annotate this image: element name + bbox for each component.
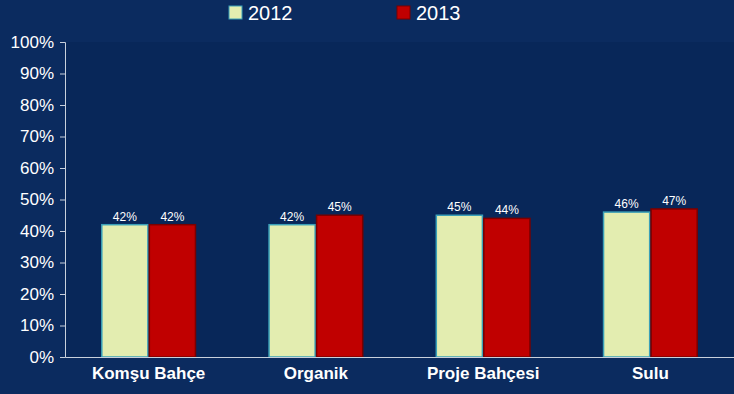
x-axis: Komşu Bahçe Organik Proje Bahçesi Sulu [66,358,734,384]
y-tick-mark [60,168,65,169]
x-tick-label: Sulu [632,364,669,383]
y-tick: 50% [20,190,65,209]
y-tick-mark [60,263,65,264]
x-tick: Organik [284,364,349,383]
bar [102,225,148,357]
legend-label: 2013 [416,2,461,24]
bar [269,225,315,357]
y-tick-mark [60,105,65,106]
y-tick-mark [60,42,65,43]
y-tick-label: 30% [20,253,54,272]
legend-label: 2012 [248,2,293,24]
y-tick: 30% [20,253,65,272]
y-tick-label: 80% [20,96,54,115]
x-axis-line [66,357,734,358]
y-tick-label: 70% [20,127,54,146]
bar [604,212,650,357]
bar [651,209,697,357]
y-axis: 0% 10% 20% 30% 40% 50% 60% 70% 80% 90% 100% [11,33,66,367]
y-tick: 70% [20,127,65,146]
data-label: 45% [328,200,352,214]
y-tick-mark [60,231,65,232]
y-tick-mark [60,326,65,327]
data-label: 42% [280,210,304,224]
background [0,0,734,394]
y-tick: 40% [20,222,65,241]
y-tick-label: 50% [20,190,54,209]
data-label: 45% [447,200,471,214]
bar [317,215,363,357]
data-label: 44% [495,203,519,217]
bar [149,225,195,357]
bar [484,218,530,357]
x-tick: Proje Bahçesi [427,364,539,383]
y-tick: 80% [20,96,65,115]
y-tick-label: 0% [29,348,54,367]
y-tick-label: 100% [11,33,54,52]
plot-area [65,42,734,357]
x-tick-label: Proje Bahçesi [427,364,539,383]
x-tick-label: Organik [284,364,349,383]
y-tick-mark [60,294,65,295]
y-tick-mark [60,200,65,201]
legend: 2012 2013 [229,2,461,24]
y-tick-label: 40% [20,222,54,241]
data-labels: 42% 42% 45% 46% 42% 45% 44% 47% [113,194,687,224]
x-tick-label: Komşu Bahçe [92,364,205,383]
data-label: 42% [113,210,137,224]
y-tick-label: 60% [20,159,54,178]
y-tick-mark [60,74,65,75]
data-label: 47% [662,194,686,208]
y-tick: 20% [20,285,65,304]
y-tick-label: 90% [20,64,54,83]
x-tick: Sulu [632,364,669,383]
y-tick: 0% [29,348,65,367]
y-axis-line [60,43,66,358]
y-tick: 90% [20,64,65,83]
data-label: 46% [615,197,639,211]
chart: 0% 10% 20% 30% 40% 50% 60% 70% 80% 90% 100% Komşu B… [0,0,734,394]
y-tick-mark [60,357,65,358]
data-label: 42% [160,210,184,224]
legend-swatch [229,6,242,19]
y-tick: 60% [20,159,65,178]
legend-swatch [397,6,410,19]
y-tick-label: 10% [20,316,54,335]
y-tick: 100% [11,33,65,52]
bars [102,209,697,357]
bar [436,215,482,357]
y-tick-label: 20% [20,285,54,304]
y-tick-mark [60,137,65,138]
x-tick: Komşu Bahçe [92,364,205,383]
y-tick: 10% [20,316,65,335]
